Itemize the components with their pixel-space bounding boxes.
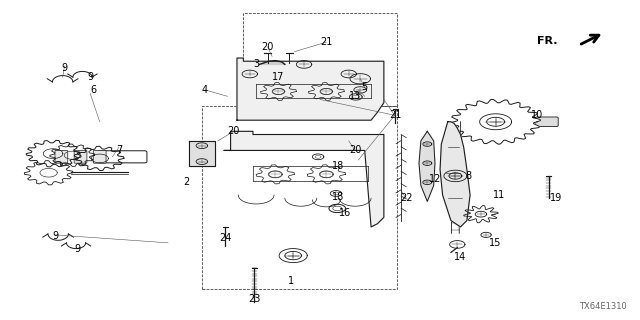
FancyBboxPatch shape (74, 150, 87, 163)
Text: 12: 12 (429, 174, 441, 184)
Polygon shape (224, 131, 384, 227)
Text: 2: 2 (183, 177, 189, 187)
Polygon shape (463, 205, 498, 223)
Text: 9: 9 (87, 72, 93, 82)
Text: 9: 9 (61, 63, 68, 73)
Polygon shape (419, 131, 435, 201)
Text: 5: 5 (362, 82, 368, 92)
Text: 9: 9 (74, 244, 81, 254)
Text: 15: 15 (490, 238, 502, 248)
Text: 24: 24 (220, 233, 232, 243)
Text: 18: 18 (332, 192, 344, 202)
Polygon shape (440, 122, 470, 227)
Text: 11: 11 (493, 190, 505, 200)
Text: 23: 23 (248, 293, 260, 304)
Text: 9: 9 (52, 231, 58, 242)
Text: TX64E1310: TX64E1310 (579, 302, 627, 311)
FancyBboxPatch shape (55, 150, 68, 163)
Text: 8: 8 (465, 171, 471, 181)
Text: FR.: FR. (537, 36, 557, 45)
Polygon shape (237, 58, 384, 120)
Text: 1: 1 (288, 276, 294, 286)
FancyBboxPatch shape (535, 117, 558, 126)
Text: 20: 20 (262, 42, 274, 52)
Text: 7: 7 (116, 146, 122, 156)
Text: 4: 4 (202, 85, 208, 95)
Polygon shape (451, 100, 540, 144)
Text: 17: 17 (272, 72, 285, 82)
Text: 22: 22 (400, 193, 412, 203)
Text: 14: 14 (454, 252, 467, 262)
Text: 10: 10 (531, 110, 543, 120)
Text: 6: 6 (90, 85, 97, 95)
Text: 16: 16 (339, 208, 351, 218)
FancyBboxPatch shape (93, 150, 106, 163)
Text: 20: 20 (228, 126, 240, 136)
Polygon shape (259, 60, 285, 64)
Text: 18: 18 (332, 161, 344, 172)
Text: 19: 19 (550, 193, 563, 203)
Polygon shape (189, 141, 214, 166)
Text: 13: 13 (349, 91, 361, 101)
Text: 3: 3 (253, 60, 259, 69)
Text: 21: 21 (389, 110, 401, 120)
Text: 20: 20 (349, 146, 362, 156)
Text: 21: 21 (320, 37, 333, 47)
